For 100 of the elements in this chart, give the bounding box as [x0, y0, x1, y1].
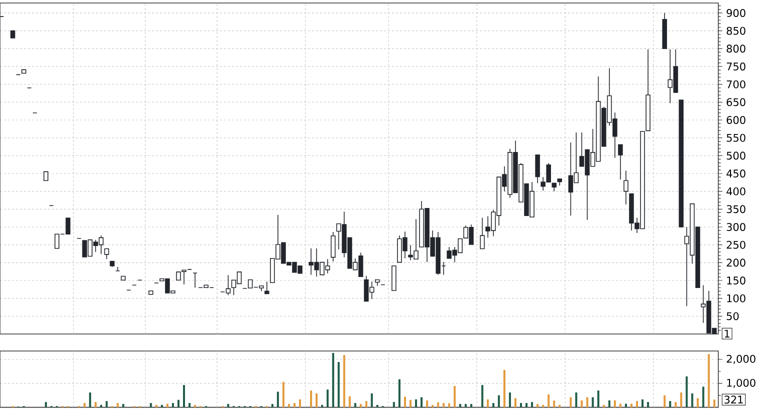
- bar: [536, 404, 539, 408]
- candlestick: [480, 217, 485, 250]
- bar: [696, 398, 699, 408]
- y-tick-label: 300: [726, 223, 746, 231]
- y-tick-label: 450: [726, 170, 746, 178]
- bar: [481, 385, 484, 408]
- y-tick-label: 650: [726, 98, 746, 106]
- bar: [614, 400, 616, 408]
- bar: [702, 386, 704, 408]
- bar: [520, 402, 522, 408]
- bar: [448, 403, 450, 408]
- bar: [575, 392, 578, 408]
- bar: [398, 379, 400, 408]
- bar: [404, 396, 406, 408]
- bar: [624, 404, 627, 408]
- bar: [94, 402, 97, 408]
- y-tick-label: 350: [726, 205, 746, 214]
- candlestick: [392, 265, 396, 291]
- bar: [548, 394, 550, 408]
- bar: [310, 390, 312, 408]
- bar: [636, 401, 638, 408]
- bar: [354, 402, 356, 408]
- y-tick-label: 550: [726, 134, 746, 142]
- candlestick: [264, 281, 270, 294]
- bar: [100, 404, 102, 408]
- bar: [586, 397, 588, 408]
- bar: [44, 402, 47, 408]
- bar: [376, 404, 378, 408]
- bar: [316, 393, 318, 408]
- bar: [183, 385, 186, 408]
- bar: [288, 404, 290, 408]
- bar: [172, 402, 174, 408]
- bar: [116, 402, 119, 408]
- bar: [437, 402, 440, 408]
- bar: [558, 404, 561, 408]
- bar: [348, 396, 351, 408]
- text: 1: [724, 330, 730, 338]
- bar: [642, 399, 644, 408]
- bar: [432, 404, 434, 408]
- bar: [464, 404, 467, 408]
- bar: [508, 392, 511, 408]
- bar: [415, 399, 418, 408]
- bar: [514, 398, 516, 408]
- y-tick-label: 150: [727, 276, 746, 284]
- y-tick-label: 250: [726, 240, 746, 249]
- candlestick: [662, 12, 667, 50]
- bar: [177, 400, 180, 408]
- bar: [299, 399, 302, 408]
- y-tick-label: 50: [726, 312, 739, 320]
- bar: [188, 402, 191, 408]
- bar: [332, 352, 334, 408]
- bar: [338, 362, 340, 408]
- y-tick-label: 850: [726, 26, 746, 35]
- bar: [708, 354, 710, 408]
- bar: [713, 400, 716, 408]
- bar: [498, 395, 500, 408]
- bar: [553, 400, 556, 408]
- bar: [155, 404, 158, 408]
- bar: [392, 402, 395, 408]
- bar: [669, 401, 672, 408]
- bar: [227, 404, 230, 408]
- bar: [619, 404, 622, 408]
- bar: [426, 400, 428, 408]
- bar: [160, 404, 163, 408]
- bar: [630, 404, 632, 408]
- candlestick: [618, 144, 623, 180]
- bar: [680, 392, 682, 408]
- bar: [602, 404, 605, 408]
- y-tick-label: 2,000: [726, 354, 756, 364]
- bar: [459, 404, 462, 408]
- y-tick-label: 800: [726, 44, 746, 53]
- bar: [486, 399, 489, 408]
- bar: [321, 404, 324, 408]
- candlestick: [120, 276, 126, 281]
- bar: [106, 401, 108, 408]
- bar: [122, 404, 124, 408]
- bar: [365, 401, 368, 408]
- bar: [531, 402, 534, 408]
- bar: [282, 382, 284, 408]
- bar: [84, 402, 86, 408]
- bar: [326, 390, 329, 408]
- bar: [492, 402, 494, 408]
- bar: [686, 376, 688, 408]
- y-tick-label: 200: [726, 258, 746, 267]
- y-tick-label: 1,000: [727, 378, 756, 388]
- bar: [276, 392, 279, 408]
- bar: [570, 397, 572, 408]
- y-tick-label: 900: [726, 9, 746, 17]
- candlestick: [148, 290, 154, 295]
- candlestick: [646, 48, 650, 132]
- bar: [580, 400, 583, 408]
- candlestick: [552, 182, 557, 192]
- candlestick: [678, 100, 684, 228]
- y-tick-label: 750: [726, 62, 746, 70]
- bar: [150, 402, 152, 408]
- candlestick: [624, 170, 628, 205]
- bar: [647, 402, 650, 408]
- bar: [674, 402, 677, 408]
- bar: [360, 404, 362, 408]
- bar: [526, 402, 528, 408]
